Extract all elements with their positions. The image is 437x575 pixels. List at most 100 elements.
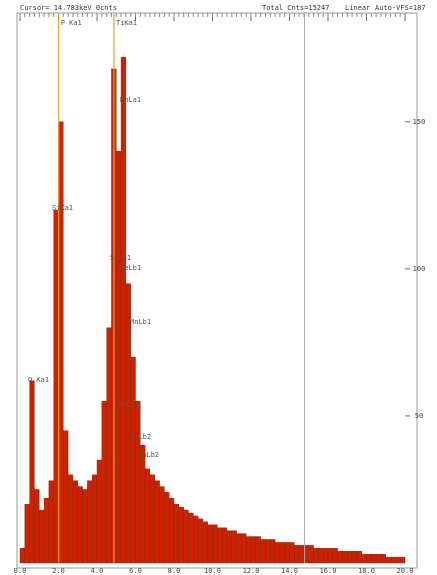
bar	[361, 553, 367, 564]
bar	[140, 445, 146, 564]
bar	[245, 536, 252, 564]
bar	[380, 553, 386, 564]
bar	[43, 498, 50, 564]
bar	[164, 492, 170, 564]
peak-label: BaLb2	[138, 451, 159, 459]
bar	[82, 489, 88, 564]
bar	[332, 548, 338, 564]
bar	[120, 56, 127, 564]
x-tick-label: 18.0	[358, 567, 375, 575]
bar	[96, 459, 103, 564]
bar	[289, 542, 295, 564]
peak-label: MnLa1	[120, 96, 141, 104]
bar	[91, 474, 98, 564]
bar	[347, 551, 353, 564]
bar	[207, 524, 213, 564]
bar	[34, 489, 40, 564]
bar	[149, 474, 155, 564]
peak-label: TeLb1	[120, 264, 141, 272]
bar	[39, 509, 45, 564]
x-tick-label: 20.0	[397, 567, 414, 575]
bar	[265, 539, 271, 564]
bar	[342, 551, 348, 564]
x-tick-label: 14.0	[281, 567, 298, 575]
bar	[29, 380, 35, 564]
bar	[19, 548, 26, 564]
bar	[313, 548, 319, 564]
bar	[197, 518, 204, 564]
bar	[399, 556, 406, 564]
bar	[322, 548, 329, 564]
bar	[173, 503, 180, 564]
bar	[375, 553, 382, 564]
bar	[351, 551, 358, 564]
peak-label: SnLa1	[110, 254, 131, 262]
bar	[77, 486, 83, 564]
bar	[226, 530, 232, 564]
bar	[217, 527, 223, 564]
x-tick-label: 4.0	[91, 567, 104, 575]
bar	[221, 527, 228, 564]
peak-label: SnLb2	[130, 433, 151, 441]
y-tick-label: 100	[413, 265, 426, 273]
bar	[159, 486, 165, 564]
x-tick-label: 16.0	[320, 567, 337, 575]
x-tick-label: 0.0	[14, 567, 27, 575]
bar	[356, 551, 362, 564]
bar	[274, 542, 281, 564]
element-marker-label: P Ka1	[61, 19, 82, 27]
bar	[135, 401, 141, 564]
bar	[395, 556, 401, 564]
bar	[371, 553, 377, 564]
scale-mode: Linear	[345, 4, 370, 12]
total-counts: Total Cnts=15247	[262, 4, 329, 12]
bar	[294, 545, 300, 564]
y-tick-label: 150	[413, 118, 426, 126]
x-tick-label: 2.0	[52, 567, 65, 575]
bar	[308, 545, 314, 564]
peak-label: O Ka1	[28, 376, 49, 384]
bar	[236, 533, 242, 564]
bar	[106, 327, 112, 564]
x-tick-label: 6.0	[129, 567, 142, 575]
bar	[385, 556, 391, 564]
bar	[337, 551, 343, 564]
bar	[366, 553, 372, 564]
bar	[168, 498, 175, 564]
bar	[260, 539, 266, 564]
bar	[63, 430, 69, 564]
bar	[270, 539, 276, 564]
bar	[298, 545, 305, 564]
x-tick-label: 8.0	[168, 567, 181, 575]
peak-label: BiLb1	[120, 401, 141, 409]
y-tick-label: 50	[415, 412, 423, 420]
bar	[24, 503, 30, 564]
x-tick-label: 10.0	[204, 567, 221, 575]
bar	[183, 509, 189, 564]
bar	[193, 515, 199, 564]
bar	[154, 480, 160, 564]
bar	[390, 556, 396, 564]
bar	[255, 536, 261, 564]
bar	[212, 524, 218, 564]
bar	[327, 548, 334, 564]
cursor-readout: Cursor= 14.783keV 0cnts	[20, 4, 117, 12]
bar	[67, 474, 74, 564]
bar	[279, 542, 285, 564]
peak-label: SiKa1	[52, 204, 73, 212]
vfs: Auto-VFS=187	[375, 4, 426, 12]
bar	[130, 356, 136, 564]
bar	[188, 512, 194, 564]
bar	[202, 521, 208, 564]
bar	[178, 506, 184, 564]
bar	[144, 468, 151, 564]
bar	[318, 548, 324, 564]
plot-frame	[16, 12, 418, 569]
bar	[101, 401, 107, 564]
bar	[250, 536, 257, 564]
bar	[116, 151, 122, 564]
bar	[87, 480, 93, 564]
bar	[72, 480, 78, 564]
bar	[231, 530, 237, 564]
